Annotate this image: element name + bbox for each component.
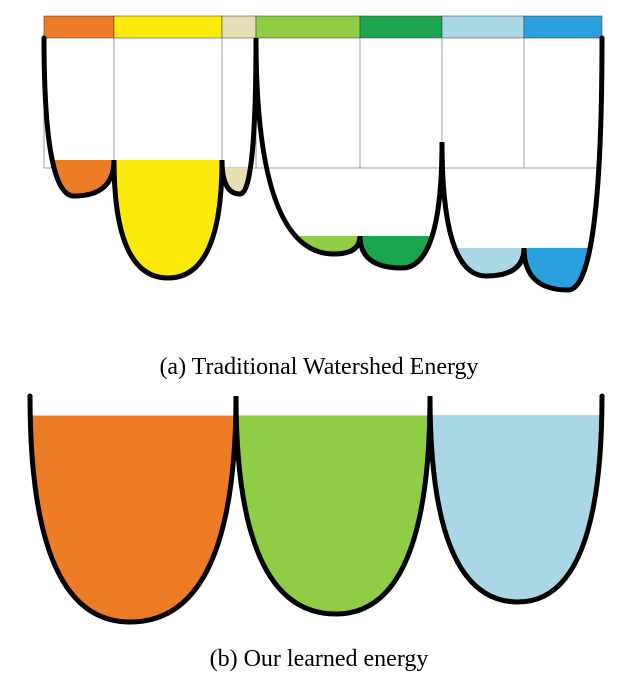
colorbar-segment (360, 16, 442, 38)
colorbar-segment (222, 16, 256, 38)
panel-a-svg (20, 10, 618, 340)
panel-b-caption: (b) Our learned energy (0, 646, 638, 673)
panel-a-caption: (a) Traditional Watershed Energy (0, 354, 638, 381)
basin-fill (236, 416, 430, 614)
colorbar-segment (44, 16, 114, 38)
colorbar-segment (442, 16, 524, 38)
colorbar-segment (256, 16, 360, 38)
panel-b-svg (20, 392, 618, 642)
watershed-figure: (a) Traditional Watershed Energy (b) Our… (0, 0, 638, 680)
basin-fill (114, 160, 222, 278)
colorbar-segment (524, 16, 602, 38)
basin-fill (430, 416, 602, 602)
basin-fill (30, 416, 236, 622)
colorbar-segment (114, 16, 222, 38)
